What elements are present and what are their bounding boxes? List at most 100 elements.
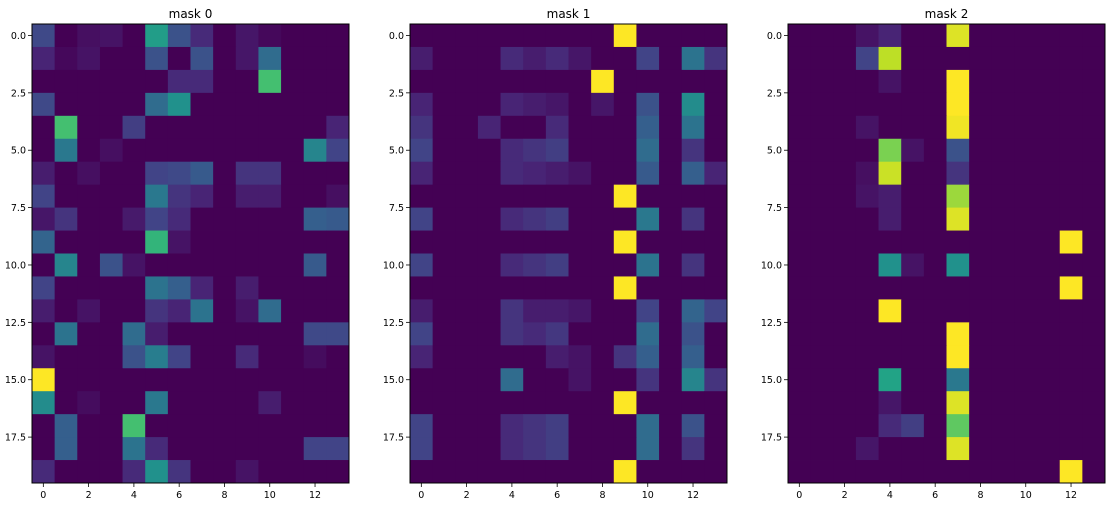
heatmap-cell — [326, 69, 350, 94]
heatmap-cell — [235, 414, 259, 438]
heatmap-cell — [54, 115, 78, 140]
heatmap-cell — [788, 207, 812, 231]
y-tick-label: 2.5 — [11, 88, 26, 99]
heatmap-cell — [1059, 207, 1083, 231]
heatmap-cell — [788, 138, 812, 163]
heatmap-cell — [568, 207, 592, 231]
heatmap-cell — [500, 92, 524, 117]
heatmap-cell — [833, 322, 857, 346]
heatmap-cell — [281, 92, 305, 117]
heatmap-cell — [788, 161, 812, 186]
heatmap-cell — [167, 184, 191, 208]
heatmap-cell — [991, 138, 1015, 163]
heatmap-cell — [500, 184, 524, 208]
heatmap-cell — [145, 207, 169, 231]
heatmap-cell — [432, 414, 456, 438]
x-tick-label: 10 — [642, 490, 654, 501]
heatmap-cell — [788, 414, 812, 438]
x-tick-label: 2 — [86, 490, 92, 501]
heatmap-cell — [591, 92, 615, 117]
heatmap-cell — [432, 322, 456, 346]
heatmap-cell — [77, 184, 101, 208]
heatmap-cell — [326, 24, 350, 48]
heatmap-cell — [145, 414, 169, 438]
heatmap-cell — [568, 230, 592, 254]
heatmap-cell — [281, 368, 305, 392]
heatmap-cell — [500, 138, 524, 163]
heatmap-cell — [1082, 276, 1106, 300]
heatmap-cell — [923, 184, 947, 208]
heatmap-cell — [477, 414, 501, 438]
heatmap-cell — [833, 253, 857, 277]
heatmap-cell — [432, 46, 456, 71]
y-tick-label: 7.5 — [11, 203, 26, 214]
heatmap-cell — [477, 322, 501, 346]
heatmap-cell — [500, 46, 524, 71]
heatmap-cell — [681, 276, 705, 300]
heatmap-cell — [145, 230, 169, 254]
y-tick-label: 7.5 — [767, 203, 782, 214]
heatmap-cell — [122, 138, 146, 163]
x-tick-label: 0 — [796, 490, 802, 501]
heatmap-cell — [969, 69, 993, 94]
heatmap-cell — [568, 437, 592, 461]
heatmap-cell — [258, 24, 282, 48]
heatmap-cell — [99, 368, 123, 392]
heatmap-cell — [591, 184, 615, 208]
heatmap-cell — [99, 161, 123, 186]
heatmap-cell — [681, 69, 705, 94]
heatmap-cell — [788, 253, 812, 277]
heatmap-cell — [99, 345, 123, 369]
heatmap-cell — [923, 345, 947, 369]
heatmap-cell — [991, 345, 1015, 369]
heatmap-cell — [810, 460, 834, 484]
heatmap-cell — [1014, 345, 1038, 369]
heatmap-cell — [878, 92, 902, 117]
heatmap-cell — [991, 276, 1015, 300]
heatmap-cell — [326, 207, 350, 231]
heatmap-cell — [636, 345, 660, 369]
heatmap-cell — [32, 207, 56, 231]
heatmap-cell — [946, 207, 970, 231]
heatmap-cell — [410, 138, 434, 163]
heatmap-cell — [855, 345, 879, 369]
heatmap-cell — [704, 207, 728, 231]
heatmap-cell — [901, 368, 925, 392]
axes-frame — [409, 23, 728, 484]
heatmap-cell — [235, 230, 259, 254]
heatmap-cell — [455, 391, 479, 415]
x-tick-label: 12 — [687, 490, 699, 501]
heatmap-cell — [946, 299, 970, 323]
heatmap-cell — [878, 368, 902, 392]
heatmap-cell — [523, 322, 547, 346]
heatmap-cell — [213, 46, 237, 71]
heatmap-cell — [258, 115, 282, 140]
heatmap-cell — [190, 161, 214, 186]
heatmap-cell — [213, 460, 237, 484]
heatmap-cell — [991, 299, 1015, 323]
heatmap-cell — [591, 138, 615, 163]
heatmap-cell — [1037, 92, 1061, 117]
heatmap-cell — [455, 322, 479, 346]
heatmap-cell — [1059, 24, 1083, 48]
heatmap-cell — [946, 46, 970, 71]
heatmap-cell — [1014, 299, 1038, 323]
heatmap-cell — [167, 322, 191, 346]
heatmap-cell — [326, 115, 350, 140]
heatmap-cell — [32, 46, 56, 71]
heatmap-cell — [235, 46, 259, 71]
heatmap-cell — [613, 92, 637, 117]
heatmap-cell — [258, 276, 282, 300]
heatmap-cell — [704, 253, 728, 277]
heatmap-cell — [303, 414, 327, 438]
heatmap-cell — [991, 184, 1015, 208]
heatmap-cell — [613, 24, 637, 48]
heatmap-cell — [1059, 322, 1083, 346]
heatmap-cell — [1082, 24, 1106, 48]
heatmap-cell — [1014, 69, 1038, 94]
heatmap-cell — [122, 437, 146, 461]
heatmap-cell — [99, 230, 123, 254]
heatmap-cell — [613, 46, 637, 71]
heatmap-cell — [878, 138, 902, 163]
heatmap-cell — [410, 414, 434, 438]
